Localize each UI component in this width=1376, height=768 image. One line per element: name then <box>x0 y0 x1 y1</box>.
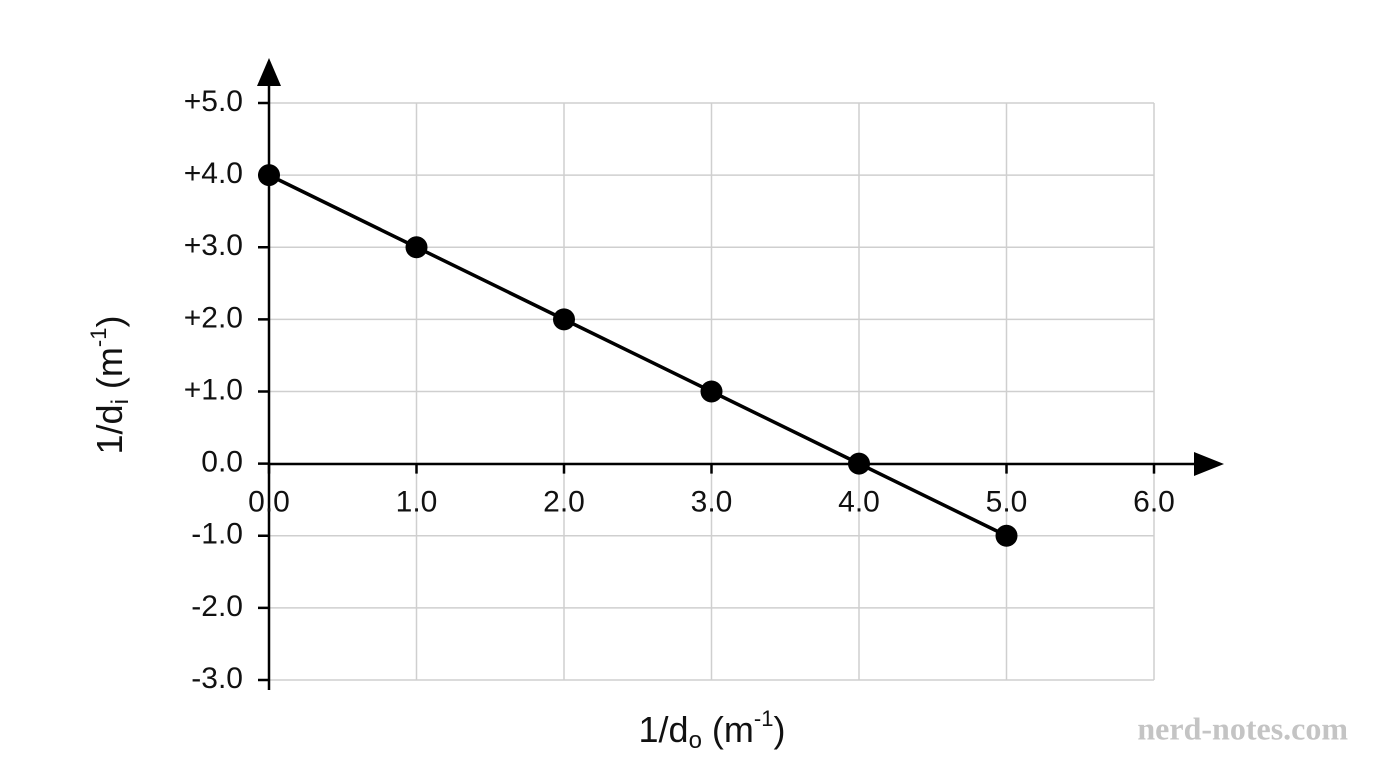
y-tick-label: -3.0 <box>191 662 243 695</box>
point <box>995 524 1018 547</box>
y-tick-label: +1.0 <box>184 373 243 406</box>
x-axis-arrow <box>1194 452 1224 476</box>
y-tick-label: +2.0 <box>184 301 243 334</box>
y-tick-label: +3.0 <box>184 229 243 262</box>
label-part: (m <box>702 709 754 750</box>
label-part: o <box>689 727 702 754</box>
y-tick-label: -2.0 <box>191 590 243 623</box>
x-tick-label: 0.0 <box>248 486 290 519</box>
point <box>553 308 575 331</box>
x-tick-label: 2.0 <box>543 486 585 519</box>
x-tick-label: 6.0 <box>1133 486 1175 519</box>
label-part: -1 <box>754 706 774 731</box>
point <box>405 236 428 259</box>
y-tick-label: +4.0 <box>184 157 243 190</box>
label-part: (m <box>89 347 130 399</box>
label-part: i <box>107 399 134 404</box>
ticks: 0.0 1.0 2.0 3.0 4.0 5.0 6.0-3.0-2.0-1.00.0+1.0… <box>184 85 1175 695</box>
label-part: 1/d <box>89 404 130 454</box>
x-tick-label: 3.0 <box>691 486 733 519</box>
watermark: nerd-notes.com <box>1137 710 1348 746</box>
point <box>700 380 723 403</box>
x-tick-label: 1.0 <box>396 486 438 519</box>
line <box>268 173 1008 538</box>
y-tick-label: 0.0 <box>201 446 243 479</box>
x-tick-label: 4.0 <box>838 486 880 519</box>
label-part: ) <box>773 709 785 750</box>
point <box>848 452 870 475</box>
label-part: 1/d <box>639 709 689 750</box>
y-tick-label: -1.0 <box>191 518 243 551</box>
data <box>258 164 1018 547</box>
label-part: -1 <box>86 328 111 348</box>
x-axis-label: 1/do (m-1) <box>639 706 786 755</box>
y-tick-label: +5.0 <box>184 85 243 118</box>
point <box>258 164 280 187</box>
y-axis-arrow <box>257 58 281 86</box>
y-axis-label: 1/di (m-1) <box>86 316 135 455</box>
x-tick-label: 5.0 <box>986 486 1028 519</box>
label-part: ) <box>89 316 130 328</box>
